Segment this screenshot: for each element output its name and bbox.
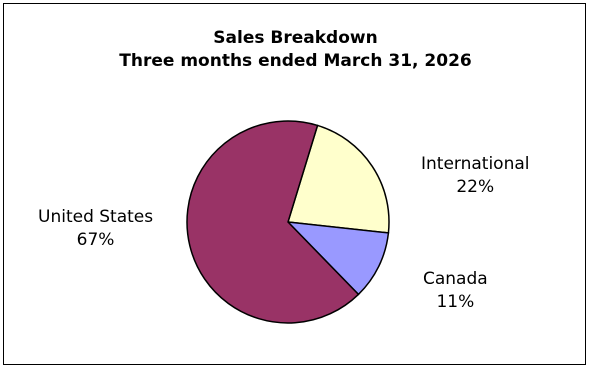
slice-name-canada: Canada	[423, 269, 488, 289]
pie-slice-international	[287, 124, 390, 234]
chart-subtitle: Three months ended March 31, 2026	[119, 51, 472, 71]
slice-percent-international: 22%	[456, 177, 495, 197]
slice-label-united-states: United States 67%	[38, 206, 153, 252]
slice-label-international: International 22%	[421, 153, 530, 199]
pie-slice-canada	[286, 221, 390, 296]
slice-percent-united-states: 67%	[76, 230, 115, 250]
slice-label-canada: Canada 11%	[423, 268, 488, 314]
slice-name-international: International	[421, 154, 530, 174]
pie-slice-united-states	[186, 120, 360, 324]
slice-name-united-states: United States	[38, 207, 154, 227]
slice-percent-canada: 11%	[436, 292, 475, 312]
chart-title: Sales Breakdown	[213, 28, 378, 48]
